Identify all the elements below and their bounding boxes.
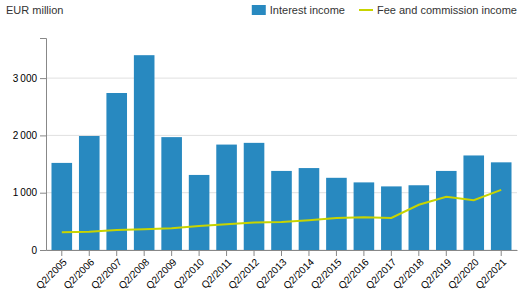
bar	[161, 137, 182, 250]
bar	[134, 55, 155, 250]
bar	[244, 143, 265, 250]
x-tick: Q2/2021	[473, 250, 508, 291]
bar	[299, 168, 320, 250]
y-axis-line	[40, 39, 47, 251]
bar	[189, 175, 210, 250]
grid-line	[46, 78, 517, 79]
y-tick-label: 0	[31, 245, 37, 256]
x-axis: Q2/2005Q2/2006Q2/2007Q2/2008Q2/2009Q2/20…	[34, 250, 518, 291]
y-tick: 1 000	[13, 187, 46, 198]
x-tick-mark	[89, 250, 90, 256]
y-tick-label: 2 000	[13, 130, 38, 141]
chart: 0 1 000 2 000 3 000 Q2/2005Q2/2006Q2/2007Q2/…	[0, 0, 529, 302]
bar	[271, 171, 292, 250]
marks	[51, 55, 511, 250]
bar	[436, 171, 457, 250]
legend-swatch	[252, 5, 266, 15]
bar	[79, 136, 100, 250]
y-tick: 2 000	[13, 130, 46, 141]
bar	[354, 182, 375, 250]
legend-item: Fee and commission income	[359, 4, 517, 16]
x-tick-mark	[501, 250, 502, 256]
y-tick-mark	[40, 78, 46, 79]
y-tick: 3 000	[13, 73, 46, 84]
y-tick-label: 3 000	[13, 73, 38, 84]
legend-item: Interest income	[252, 4, 345, 16]
grid	[46, 78, 517, 250]
legend-label: Interest income	[270, 4, 345, 16]
x-tick-mark	[308, 250, 309, 256]
line	[62, 190, 501, 232]
x-tick-mark	[171, 250, 172, 256]
x-tick-label: Q2/2021	[473, 256, 508, 291]
plot: 0 1 000 2 000 3 000 Q2/2005Q2/2006Q2/2007Q2/…	[13, 39, 518, 292]
bar	[106, 93, 127, 250]
y-axis: 0 1 000 2 000 3 000	[13, 39, 47, 256]
legend: Interest income Fee and commission income	[252, 4, 517, 16]
x-tick-mark	[61, 250, 62, 256]
x-tick-mark	[336, 250, 337, 256]
legend-label: Fee and commission income	[377, 4, 517, 16]
x-tick-mark	[254, 250, 255, 256]
legend-swatch	[359, 9, 373, 11]
x-tick-mark	[116, 250, 117, 256]
y-tick: 0	[31, 245, 46, 256]
bar	[216, 145, 237, 250]
x-tick-mark	[391, 250, 392, 256]
y-tick-label: 1 000	[13, 187, 38, 198]
y-tick-mark	[40, 193, 46, 194]
x-tick-mark	[473, 250, 474, 256]
bar	[326, 178, 347, 250]
y-tick-mark	[40, 250, 46, 251]
bar	[409, 185, 430, 250]
x-tick-mark	[226, 250, 227, 256]
x-tick-mark	[363, 250, 364, 256]
x-tick-mark	[446, 250, 447, 256]
bar	[51, 163, 72, 250]
x-tick-mark	[281, 250, 282, 256]
y-tick-mark	[40, 135, 46, 136]
y-axis-title: EUR million	[6, 4, 63, 16]
bar	[491, 162, 512, 250]
bar	[463, 155, 484, 250]
x-tick-mark	[418, 250, 419, 256]
x-tick-mark	[144, 250, 145, 256]
x-tick-mark	[199, 250, 200, 256]
bar-series	[51, 55, 511, 250]
